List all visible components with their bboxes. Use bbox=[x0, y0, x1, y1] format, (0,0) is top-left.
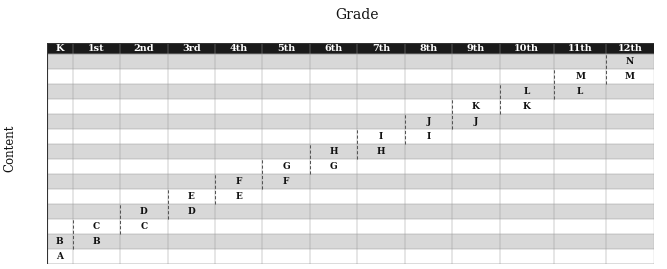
Bar bbox=[47, 54, 654, 69]
Text: 12th: 12th bbox=[618, 44, 642, 53]
Bar bbox=[47, 69, 654, 84]
Bar bbox=[47, 189, 654, 204]
Text: 3rd: 3rd bbox=[182, 44, 201, 53]
Bar bbox=[47, 219, 654, 234]
Text: B: B bbox=[93, 237, 100, 246]
Text: E: E bbox=[235, 192, 242, 201]
Bar bbox=[47, 204, 654, 219]
Text: F: F bbox=[283, 177, 289, 186]
Bar bbox=[47, 43, 654, 54]
Text: C: C bbox=[93, 222, 100, 231]
Bar bbox=[47, 144, 654, 159]
Text: J: J bbox=[426, 117, 430, 126]
Text: H: H bbox=[377, 147, 386, 156]
Text: M: M bbox=[625, 72, 635, 81]
Text: B: B bbox=[56, 237, 63, 246]
Text: D: D bbox=[187, 207, 195, 216]
Text: F: F bbox=[235, 177, 242, 186]
Bar bbox=[47, 99, 654, 114]
Text: K: K bbox=[523, 102, 531, 111]
Text: 7th: 7th bbox=[372, 44, 390, 53]
Text: 1st: 1st bbox=[88, 44, 105, 53]
Text: 6th: 6th bbox=[324, 44, 343, 53]
Bar bbox=[47, 129, 654, 144]
Text: K: K bbox=[55, 44, 64, 53]
Text: 8th: 8th bbox=[420, 44, 438, 53]
Text: Content: Content bbox=[3, 124, 17, 172]
Text: L: L bbox=[524, 87, 530, 96]
Text: N: N bbox=[626, 57, 634, 66]
Text: M: M bbox=[575, 72, 585, 81]
Text: 11th: 11th bbox=[568, 44, 592, 53]
Text: 10th: 10th bbox=[514, 44, 540, 53]
Text: H: H bbox=[329, 147, 338, 156]
Text: I: I bbox=[426, 132, 430, 141]
Bar bbox=[47, 249, 654, 264]
Text: L: L bbox=[577, 87, 584, 96]
Text: E: E bbox=[188, 192, 195, 201]
Text: A: A bbox=[56, 252, 63, 261]
Text: C: C bbox=[140, 222, 147, 231]
Text: D: D bbox=[140, 207, 148, 216]
Text: 9th: 9th bbox=[467, 44, 485, 53]
Text: 5th: 5th bbox=[277, 44, 295, 53]
Bar bbox=[47, 114, 654, 129]
Text: K: K bbox=[472, 102, 480, 111]
Text: 4th: 4th bbox=[229, 44, 248, 53]
Text: Grade: Grade bbox=[335, 8, 379, 22]
Text: G: G bbox=[329, 162, 338, 171]
Bar bbox=[47, 234, 654, 249]
Text: I: I bbox=[379, 132, 383, 141]
Text: G: G bbox=[282, 162, 290, 171]
Bar bbox=[47, 84, 654, 99]
Text: 2nd: 2nd bbox=[133, 44, 154, 53]
Bar bbox=[47, 159, 654, 174]
Text: J: J bbox=[474, 117, 478, 126]
Bar bbox=[47, 174, 654, 189]
